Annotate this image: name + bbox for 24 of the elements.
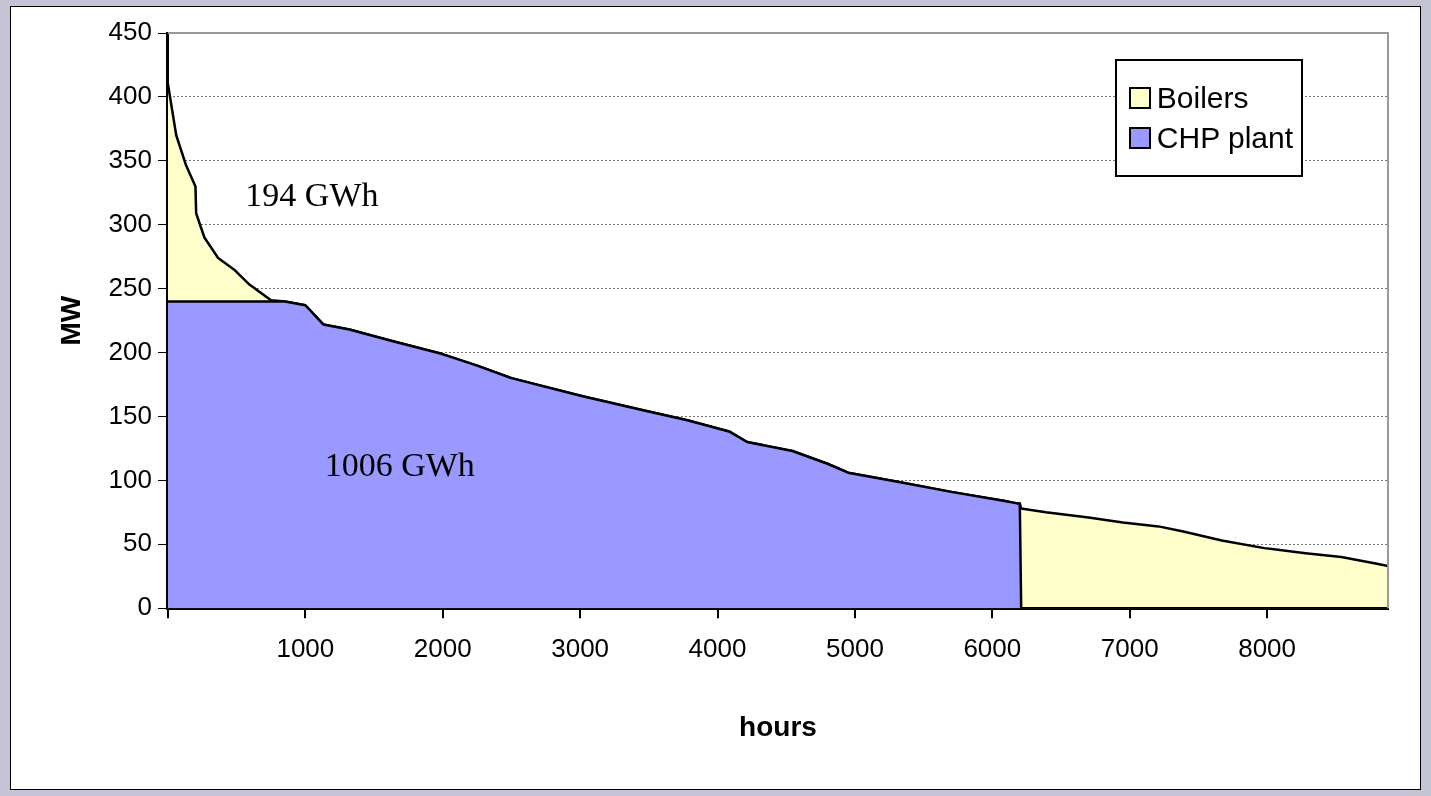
y-tick-label: 200: [108, 335, 152, 366]
x-tick-label: 1000: [276, 632, 335, 663]
y-tick-label: 250: [108, 271, 152, 302]
x-tick-label: 4000: [688, 632, 747, 663]
y-tick-label: 150: [108, 399, 152, 430]
legend-label: CHP plant: [1156, 121, 1293, 155]
x-axis-title: hours: [739, 710, 817, 742]
y-tick-label: 0: [137, 591, 152, 622]
x-tick-label: 7000: [1100, 632, 1159, 663]
x-tick-label: 2000: [413, 632, 472, 663]
x-tick-label: 8000: [1238, 632, 1297, 663]
legend-label: Boilers: [1156, 81, 1249, 115]
y-tick-label: 100: [108, 463, 152, 494]
y-tick-label: 400: [108, 80, 152, 111]
y-tick-label: 350: [108, 143, 152, 174]
y-tick-label: 450: [108, 16, 152, 47]
x-tick-label: 3000: [551, 632, 610, 663]
y-axis-title: MW: [54, 295, 86, 346]
y-tick-label: 300: [108, 207, 152, 238]
x-tick-label: 5000: [826, 632, 884, 663]
annotation: 1006 GWh: [324, 446, 475, 484]
x-tick-label: 6000: [963, 632, 1022, 663]
y-tick-label: 50: [123, 527, 152, 558]
annotation: 194 GWh: [245, 175, 379, 213]
